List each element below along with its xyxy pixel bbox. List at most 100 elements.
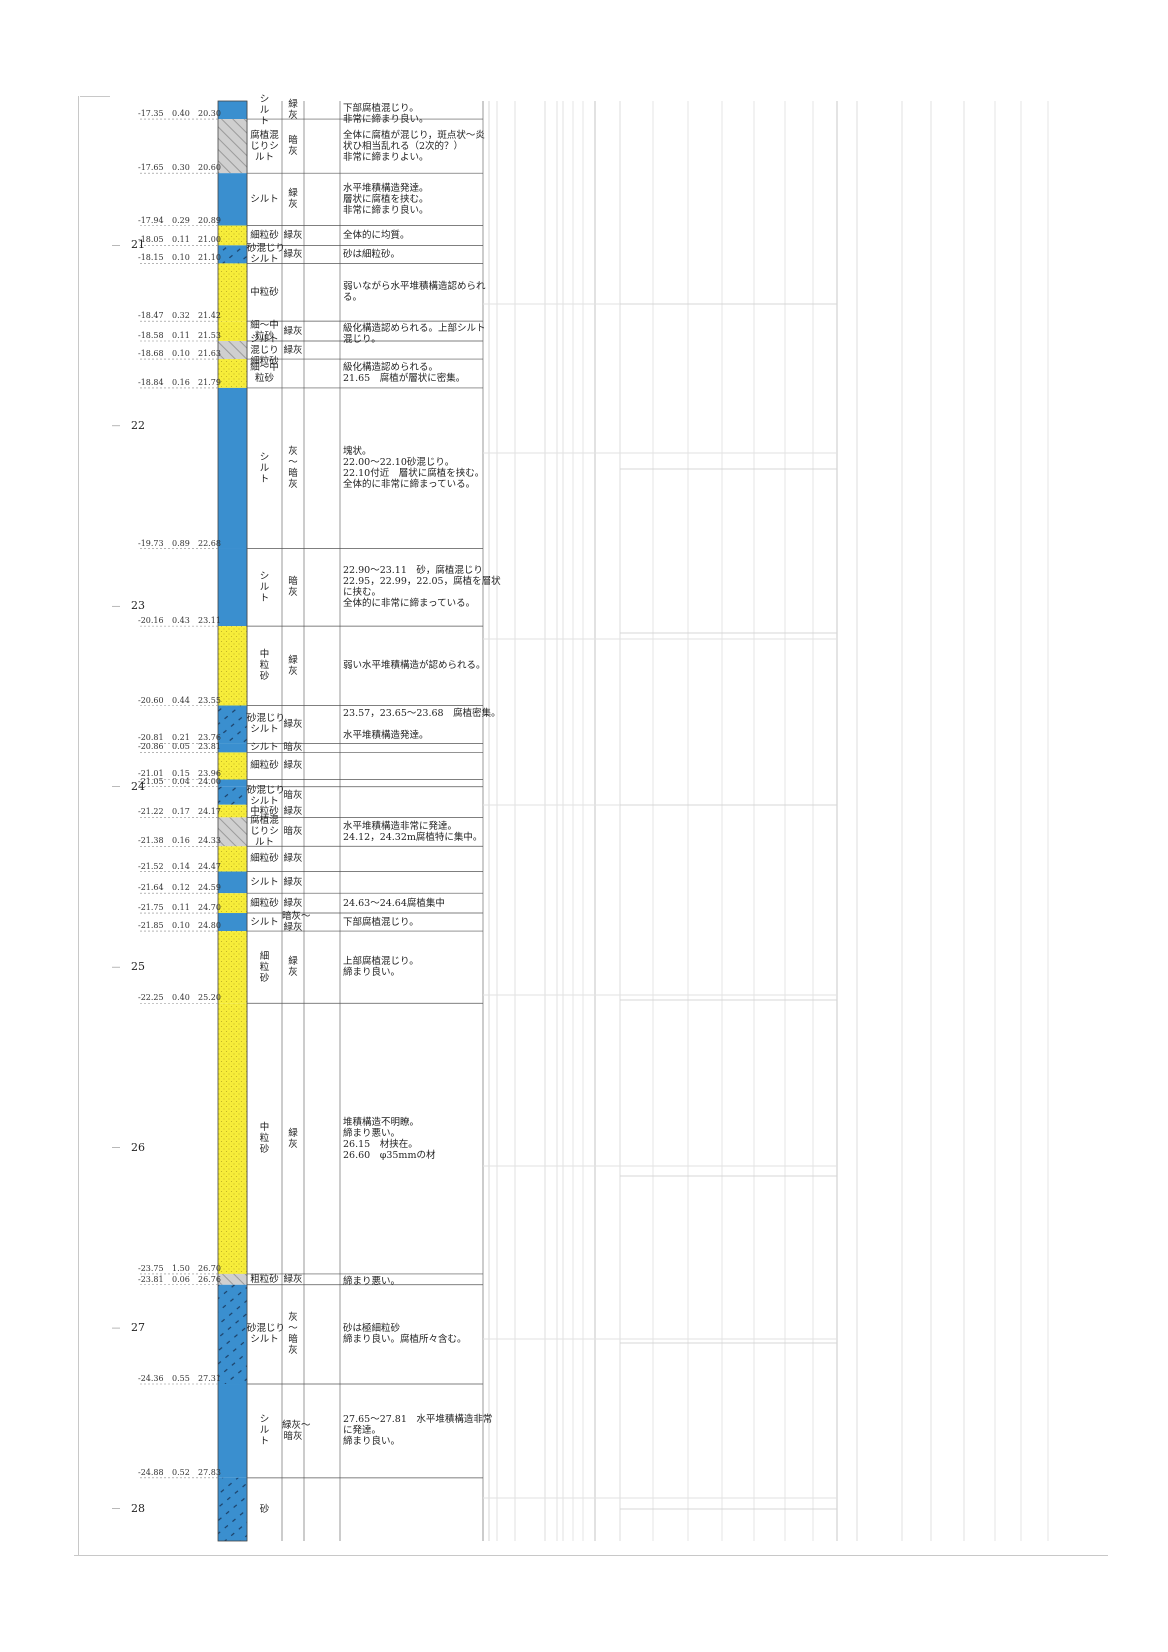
soil-name: シルト (250, 916, 279, 928)
depth-value: 20.89 (198, 215, 221, 225)
thickness-value: 0.40 (172, 109, 190, 119)
layer-description: 上部腐植混じり。 締まり良い。 (343, 956, 419, 979)
soil-name: シルト (250, 193, 279, 205)
column-layer-sandysilt (218, 1477, 247, 1541)
column-layer-organic (218, 119, 247, 174)
depth-marker: 24 (131, 779, 145, 793)
depth-value: 24.17 (198, 807, 221, 817)
soil-name: 細～中 粒砂 (250, 362, 279, 385)
soil-color: 暗灰 (283, 742, 303, 754)
layer-description: 水平堆積構造非常に発達。 24.12，24.32m腐植特に集中。 (343, 820, 483, 843)
thickness-value: 0.10 (172, 921, 190, 931)
depth-value: 26.76 (198, 1274, 221, 1284)
soil-name: 細 粒 砂 (259, 950, 270, 984)
soil-name: 砂混じり シルト (247, 784, 286, 807)
thickness-value: 0.16 (172, 836, 190, 846)
layer-description: 24.63～24.64腐植集中 (343, 897, 445, 909)
column-layer-sand (218, 931, 247, 1004)
layer-description: 砂は細粒砂。 (343, 248, 401, 260)
elevation-value: -21.22 (138, 807, 164, 817)
elevation-value: -21.52 (138, 861, 164, 871)
column-layer-silt (218, 871, 247, 894)
elevation-value: -17.94 (138, 215, 164, 225)
layer-description: 級化構造認められる。 21.65 腐植が層状に密集。 (343, 362, 466, 385)
column-layer-silt (218, 1384, 247, 1478)
soil-name: シルト 混じり 細粒砂 (250, 333, 279, 367)
column-layer-sand (218, 846, 247, 872)
column-layer-silt (218, 548, 247, 627)
soil-color: 緑 灰 (288, 99, 298, 122)
elevation-value: -18.05 (138, 235, 164, 245)
elevation-value: -23.81 (138, 1274, 164, 1284)
soil-name: 粗粒砂 (250, 1273, 279, 1285)
soil-color: 緑灰 (283, 853, 303, 865)
soil-name: 中 粒 砂 (259, 649, 270, 683)
thickness-value: 0.11 (172, 331, 190, 340)
elevation-value: -21.64 (138, 883, 164, 893)
column-layer-silt (218, 173, 247, 226)
table-grid (246, 101, 1049, 1541)
layer-boundary-lines (112, 118, 483, 1509)
depth-value: 23.96 (198, 769, 221, 779)
column-layer-sandysilt (218, 1284, 247, 1385)
soil-name: 細粒砂 (250, 229, 279, 241)
depth-value: 24.47 (198, 861, 221, 871)
elevation-value: -19.73 (138, 538, 164, 548)
elevation-value: -24.36 (138, 1374, 164, 1383)
elevation-value: -17.65 (138, 163, 164, 173)
elevation-value: -18.58 (138, 331, 164, 340)
soil-name: 砂混じり シルト (247, 1323, 286, 1346)
depth-value: 23.11 (198, 616, 221, 626)
scan-edge-left (78, 96, 79, 1556)
column-layer-sandysilt (218, 245, 247, 264)
layer-description: 全体的に均質。 (343, 229, 410, 241)
layer-description: 全体に腐植が混じり，斑点状～炎 状ひ相当乱れる（2次的？） 非常に締まりよい。 (343, 129, 485, 163)
layer-description: 弱い水平堆積構造が認められる。 (343, 660, 486, 672)
thickness-value: 0.43 (172, 616, 190, 626)
column-layer-sandysilt (218, 786, 247, 805)
elevation-value: -17.35 (138, 109, 164, 119)
thickness-value: 0.55 (172, 1374, 190, 1383)
depth-value: 21.10 (198, 253, 221, 263)
soil-color: 緑灰 (283, 805, 303, 817)
soil-color: 緑灰 (283, 718, 303, 730)
elevation-value: -18.15 (138, 253, 164, 263)
depth-value: 23.55 (198, 695, 221, 705)
thickness-value: 0.30 (172, 163, 190, 173)
thickness-value: 0.89 (172, 538, 190, 548)
column-layer-sand (218, 321, 247, 341)
depth-value: 21.00 (198, 235, 221, 245)
column-layer-silt (218, 913, 247, 932)
thickness-value: 0.05 (172, 742, 190, 752)
thickness-value: 0.16 (172, 377, 190, 387)
soil-name: シ ル ト (259, 570, 270, 604)
depth-marker: 21 (131, 238, 145, 252)
column-border (217, 100, 248, 1542)
depth-value: 27.83 (198, 1467, 221, 1477)
soil-name: 砂混じり シルト (247, 713, 286, 736)
soil-color: 暗 灰 (288, 135, 298, 158)
depth-value: 23.81 (198, 742, 221, 752)
column-layer-sand (218, 1003, 247, 1274)
depth-marker: 22 (131, 418, 145, 432)
elevation-value: -23.75 (138, 1263, 164, 1273)
depth-marker: 27 (131, 1321, 145, 1335)
elevation-value: -22.25 (138, 993, 164, 1003)
column-layer-organic (218, 817, 247, 847)
depth-marker: 23 (131, 599, 145, 613)
elevation-value: -21.01 (138, 769, 164, 779)
thickness-value: 0.06 (172, 1274, 190, 1284)
layer-description: 22.90～23.11 砂，腐植混じり 22.95，22.99，22.05，腐植… (343, 565, 501, 610)
depth-value: 24.80 (198, 921, 221, 931)
thickness-value: 0.11 (172, 903, 190, 913)
elevation-value: -18.84 (138, 377, 164, 387)
depth-marker: 26 (131, 1140, 145, 1154)
soil-color: 暗灰～ 緑灰 (282, 911, 311, 934)
depth-value: 21.79 (198, 377, 221, 387)
soil-name: 細粒砂 (250, 760, 279, 772)
column-layer-silt (218, 779, 247, 787)
thickness-value: 0.17 (172, 807, 190, 817)
soil-color: 緑 灰 (288, 1127, 298, 1150)
depth-value: 27.31 (198, 1374, 221, 1383)
